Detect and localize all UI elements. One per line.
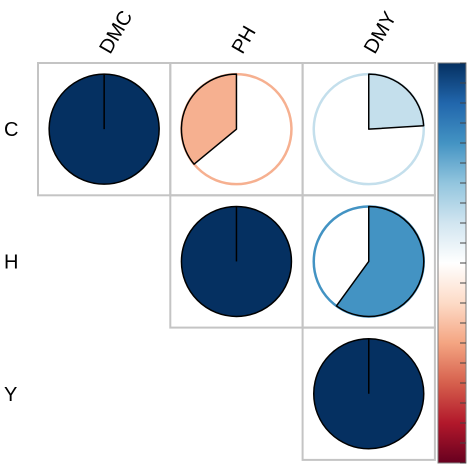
column-label-dmc: DMC <box>95 7 137 57</box>
pie-Y-DMY <box>313 338 425 450</box>
column-label-ph: PH <box>228 22 261 57</box>
grid <box>37 62 436 461</box>
grid-cell-Y-DMY <box>301 326 436 461</box>
pie-marks <box>48 72 425 450</box>
pie-wedge <box>335 205 425 318</box>
pie-C-DMC <box>48 73 160 185</box>
colorbar <box>437 62 467 464</box>
row-label-h: H <box>4 251 18 273</box>
pie-H-PH <box>180 205 293 318</box>
column-label-dmy: DMY <box>360 8 401 57</box>
pie-C-PH <box>180 72 293 186</box>
pie-wedge <box>368 73 425 130</box>
pie-H-DMY <box>312 205 425 318</box>
row-label-c: C <box>4 119 18 141</box>
pie-wedge <box>180 73 238 165</box>
row-label-y: Y <box>4 384 17 406</box>
pie-C-DMY <box>312 72 425 186</box>
